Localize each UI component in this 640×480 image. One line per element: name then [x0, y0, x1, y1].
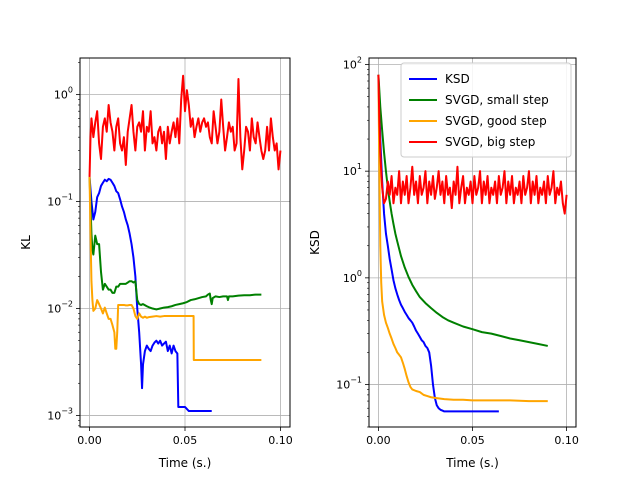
ksd-y-tick-label: 10−1	[336, 376, 362, 392]
legend-label-svgd-small-step: SVGD, small step	[445, 93, 549, 107]
ksd-series-line-3	[377, 74, 568, 215]
ksd-y-tick-label: 102	[343, 55, 362, 71]
kl-series-line-1	[88, 176, 262, 311]
kl-y-tick-label: 10−2	[47, 300, 73, 316]
kl-subplot: 0.00 0.05 0.10 10−3 10−2 10−1 100 Time (s.) K…	[19, 57, 293, 470]
ksd-x-ticks: 0.00 0.05 0.10	[366, 427, 579, 447]
legend-label-ksd: KSD	[445, 72, 470, 86]
kl-x-tick-label: 0.05	[173, 434, 198, 447]
ksd-x-tick-label: 0.00	[366, 434, 391, 447]
kl-y-axis-label: KL	[19, 235, 33, 250]
kl-x-tick-label: 0.10	[268, 434, 293, 447]
ksd-subplot: 0.00 0.05 0.10 10−1 100 101 102 Time (s.) KSD…	[308, 55, 579, 470]
ksd-x-tick-label: 0.05	[460, 434, 485, 447]
kl-y-tick-label: 100	[54, 86, 73, 102]
kl-series	[88, 74, 282, 413]
ksd-x-axis-label: Time (s.)	[445, 456, 499, 470]
ksd-y-ticks: 10−1 100 101 102	[336, 55, 369, 428]
ksd-x-tick-label: 0.10	[554, 434, 579, 447]
kl-y-tick-label: 10−3	[47, 406, 73, 422]
legend: KSD SVGD, small step SVGD, good step SVGD, …	[400, 62, 572, 158]
ksd-y-axis-label: KSD	[308, 230, 322, 255]
legend-box	[400, 62, 572, 158]
kl-series-line-2	[88, 176, 262, 362]
kl-series-line-0	[88, 176, 212, 413]
kl-x-ticks: 0.00 0.05 0.10	[77, 427, 293, 447]
legend-label-svgd-big-step: SVGD, big step	[445, 135, 535, 149]
kl-x-axis-label: Time (s.)	[158, 456, 212, 470]
kl-y-ticks: 10−3 10−2 10−1 100	[47, 62, 80, 427]
ksd-series-line-2	[377, 74, 548, 403]
ksd-y-tick-label: 100	[343, 269, 362, 285]
legend-label-svgd-good-step: SVGD, good step	[445, 114, 547, 128]
kl-grid	[80, 58, 290, 427]
kl-x-tick-label: 0.00	[77, 434, 102, 447]
kl-series-line-3	[88, 74, 282, 177]
ksd-y-tick-label: 101	[343, 162, 362, 178]
kl-y-tick-label: 10−1	[47, 193, 73, 209]
ksd-series-line-0	[377, 74, 499, 413]
ksd-series	[377, 74, 568, 413]
